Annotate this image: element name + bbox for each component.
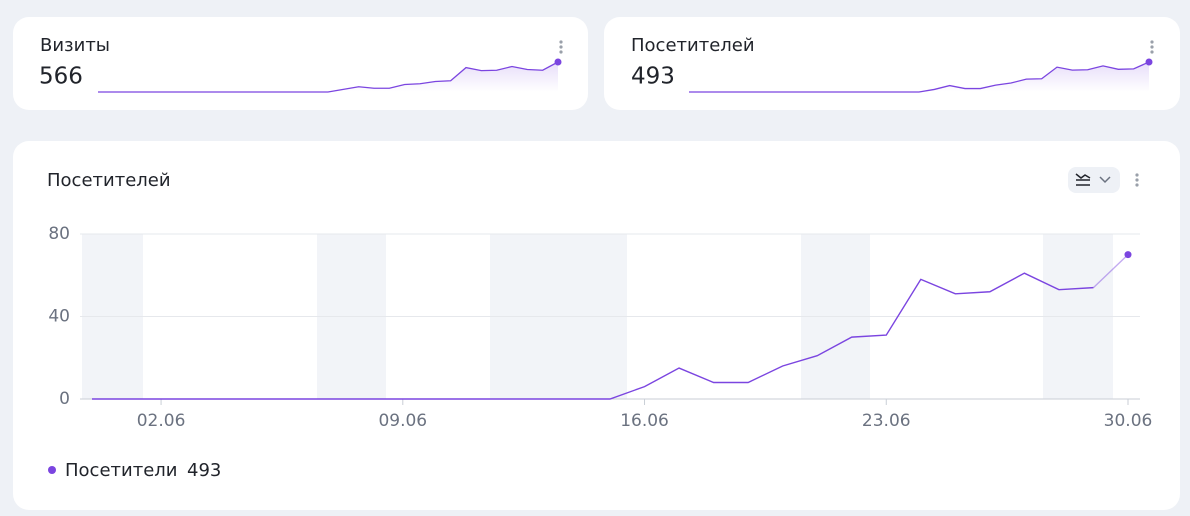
card <box>604 17 1180 110</box>
card-total: 493 <box>631 64 675 90</box>
series-line-partial <box>1092 254 1129 289</box>
x-tick-label: 23.06 <box>862 411 911 431</box>
legend-marker <box>48 466 56 474</box>
sparkline-area <box>98 62 558 92</box>
last-point <box>1145 58 1153 66</box>
x-tick-label: 02.06 <box>137 411 186 431</box>
sparkline <box>689 61 1150 93</box>
series-line <box>92 272 1094 400</box>
card-total: 566 <box>39 64 83 90</box>
card-title: Посетителей <box>631 35 755 56</box>
x-tick-label: 16.06 <box>620 411 669 431</box>
legend-total: 493 <box>187 460 221 481</box>
x-tick-label: 30.06 <box>1104 411 1153 431</box>
menu-icon[interactable] <box>559 40 563 54</box>
card <box>13 17 588 110</box>
menu-icon[interactable] <box>1150 40 1154 54</box>
x-tick-label: 09.06 <box>378 411 427 431</box>
sparkline-area <box>689 62 1149 92</box>
legend-label: Посетители <box>65 460 177 481</box>
chart-title: Посетителей <box>47 170 171 191</box>
last-point <box>554 58 562 66</box>
card-title: Визиты <box>40 35 110 56</box>
last-point <box>1124 251 1132 259</box>
y-tick-label: 80 <box>48 224 70 244</box>
sparkline <box>98 61 559 93</box>
y-tick-label: 0 <box>59 389 70 409</box>
chart-type-toggle[interactable] <box>1068 167 1120 193</box>
menu-icon[interactable] <box>1135 173 1139 187</box>
y-tick-label: 40 <box>48 307 70 327</box>
